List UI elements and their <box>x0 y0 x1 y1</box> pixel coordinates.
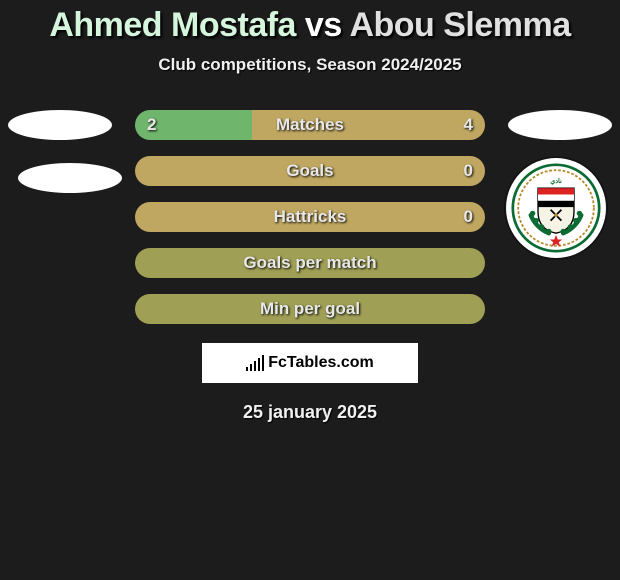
stat-row: Matches24 <box>135 110 485 140</box>
stat-bar <box>135 248 485 278</box>
stat-row: Min per goal <box>135 294 485 324</box>
stats-area: نادي Matches24 Goals0 Hattricks0 Goals per … <box>0 110 620 324</box>
stat-row: Goals0 <box>135 156 485 186</box>
stat-bar <box>135 294 485 324</box>
stat-bar <box>135 202 485 232</box>
stat-bar <box>135 110 485 140</box>
comparison-title: Ahmed Mostafa vs Abou Slemma <box>0 6 620 45</box>
stat-row: Hattricks0 <box>135 202 485 232</box>
stat-bar-right <box>252 110 485 140</box>
site-credit[interactable]: FcTables.com <box>201 342 419 384</box>
player2-marker <box>508 110 612 140</box>
date-line: 25 january 2025 <box>0 402 620 423</box>
stat-bar-right <box>135 156 485 186</box>
svg-text:نادي: نادي <box>550 178 562 185</box>
stat-bar-right <box>135 202 485 232</box>
club-badge-svg: نادي <box>511 163 601 253</box>
player1-marker-1 <box>8 110 112 140</box>
vs-text: vs <box>305 6 342 44</box>
stat-bar-left <box>135 110 252 140</box>
club-badge: نادي <box>506 158 606 258</box>
subtitle: Club competitions, Season 2024/2025 <box>0 55 620 75</box>
player1-marker-2 <box>18 163 122 193</box>
player1-name: Ahmed Mostafa <box>49 6 296 44</box>
bars-icon <box>246 355 264 371</box>
player2-name: Abou Slemma <box>349 6 570 44</box>
stat-row: Goals per match <box>135 248 485 278</box>
site-name: FcTables.com <box>268 354 374 372</box>
stat-bar <box>135 156 485 186</box>
